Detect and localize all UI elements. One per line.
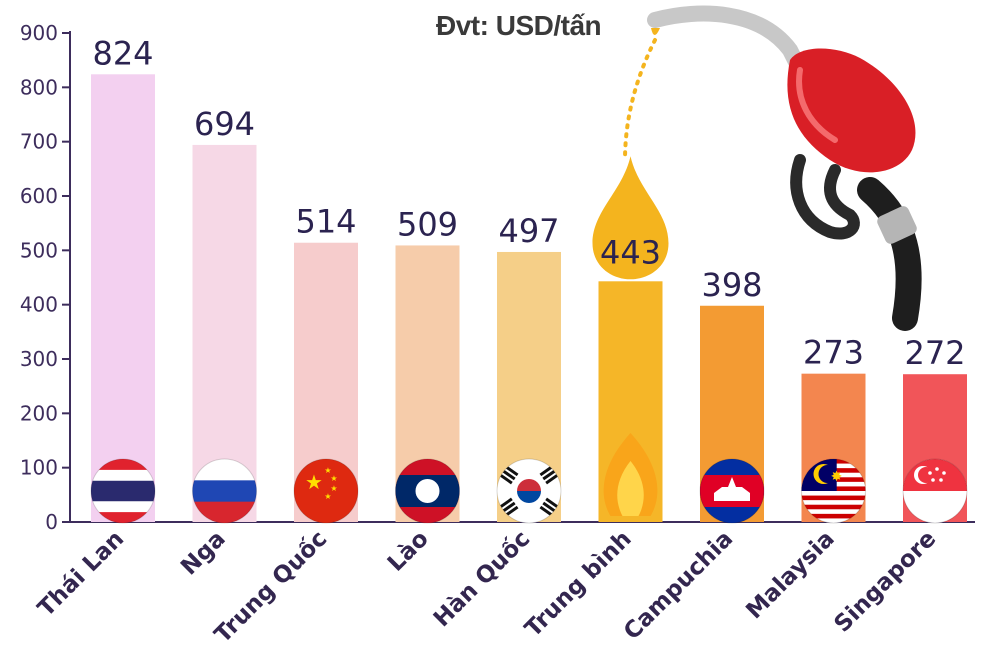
china-flag-icon: ★ ★★★★: [293, 458, 359, 524]
data-label: 273: [803, 334, 864, 372]
y-tick-label: 400: [20, 293, 58, 317]
y-tick-label: 100: [20, 456, 58, 480]
nozzle-body: [787, 48, 916, 173]
fuel-drip-dots: [623, 38, 657, 162]
south-korea-flag-icon: [496, 458, 562, 524]
malaysia-flag-icon: ✸: [801, 458, 866, 524]
nozzle-spout: [647, 5, 808, 78]
fuel-hose: [857, 177, 922, 331]
data-label: 398: [701, 266, 762, 304]
fuel-nozzle-illustration: [623, 5, 922, 331]
flag-icons: ★ ★★★★✸: [90, 433, 968, 524]
svg-text:★: ★: [305, 470, 323, 494]
x-tick-label: Lào: [383, 526, 434, 577]
x-tick-label: Thái Lan: [33, 526, 129, 622]
fuel-droplet: [651, 28, 660, 35]
nozzle-trigger: [790, 154, 860, 240]
y-tick-label: 0: [45, 510, 58, 534]
average-drop-callout: [592, 156, 669, 280]
y-tick-label: 800: [20, 75, 58, 99]
data-label: 514: [295, 203, 356, 241]
y-tick-label: 900: [20, 21, 58, 45]
svg-text:★: ★: [324, 466, 331, 475]
y-tick-label: 200: [20, 401, 58, 425]
russia-flag-icon: [192, 458, 257, 524]
y-tick-label: 700: [20, 130, 58, 154]
laos-flag-icon: [395, 458, 460, 524]
bar: [91, 74, 155, 522]
svg-text:★: ★: [324, 492, 331, 501]
data-label: 824: [92, 34, 153, 72]
svg-text:✸: ✸: [831, 469, 843, 485]
nozzle-collar: [877, 206, 917, 244]
y-tick-label: 600: [20, 184, 58, 208]
data-label: 272: [904, 334, 965, 372]
y-tick-label: 500: [20, 238, 58, 262]
data-label: 509: [397, 205, 458, 243]
y-tick-label: 300: [20, 347, 58, 371]
data-label: 443: [600, 233, 661, 271]
unit-label: Đvt: USD/tấn: [436, 10, 602, 41]
thailand-flag-icon: [90, 458, 156, 524]
x-tick-label: Campuchia: [619, 526, 738, 645]
x-tick-label: Hàn Quốc: [428, 525, 535, 632]
svg-text:★: ★: [330, 474, 337, 483]
x-tick-label: Malaysia: [741, 526, 839, 624]
data-label: 694: [194, 105, 255, 143]
data-label: 497: [498, 212, 559, 250]
x-tick-label: Singapore: [830, 526, 942, 638]
cambodia-flag-icon: [699, 458, 765, 524]
x-tick-label: Nga: [176, 526, 231, 581]
singapore-flag-icon: [902, 458, 968, 524]
svg-text:★: ★: [330, 484, 337, 493]
x-tick-label: Trung bình: [520, 526, 637, 643]
